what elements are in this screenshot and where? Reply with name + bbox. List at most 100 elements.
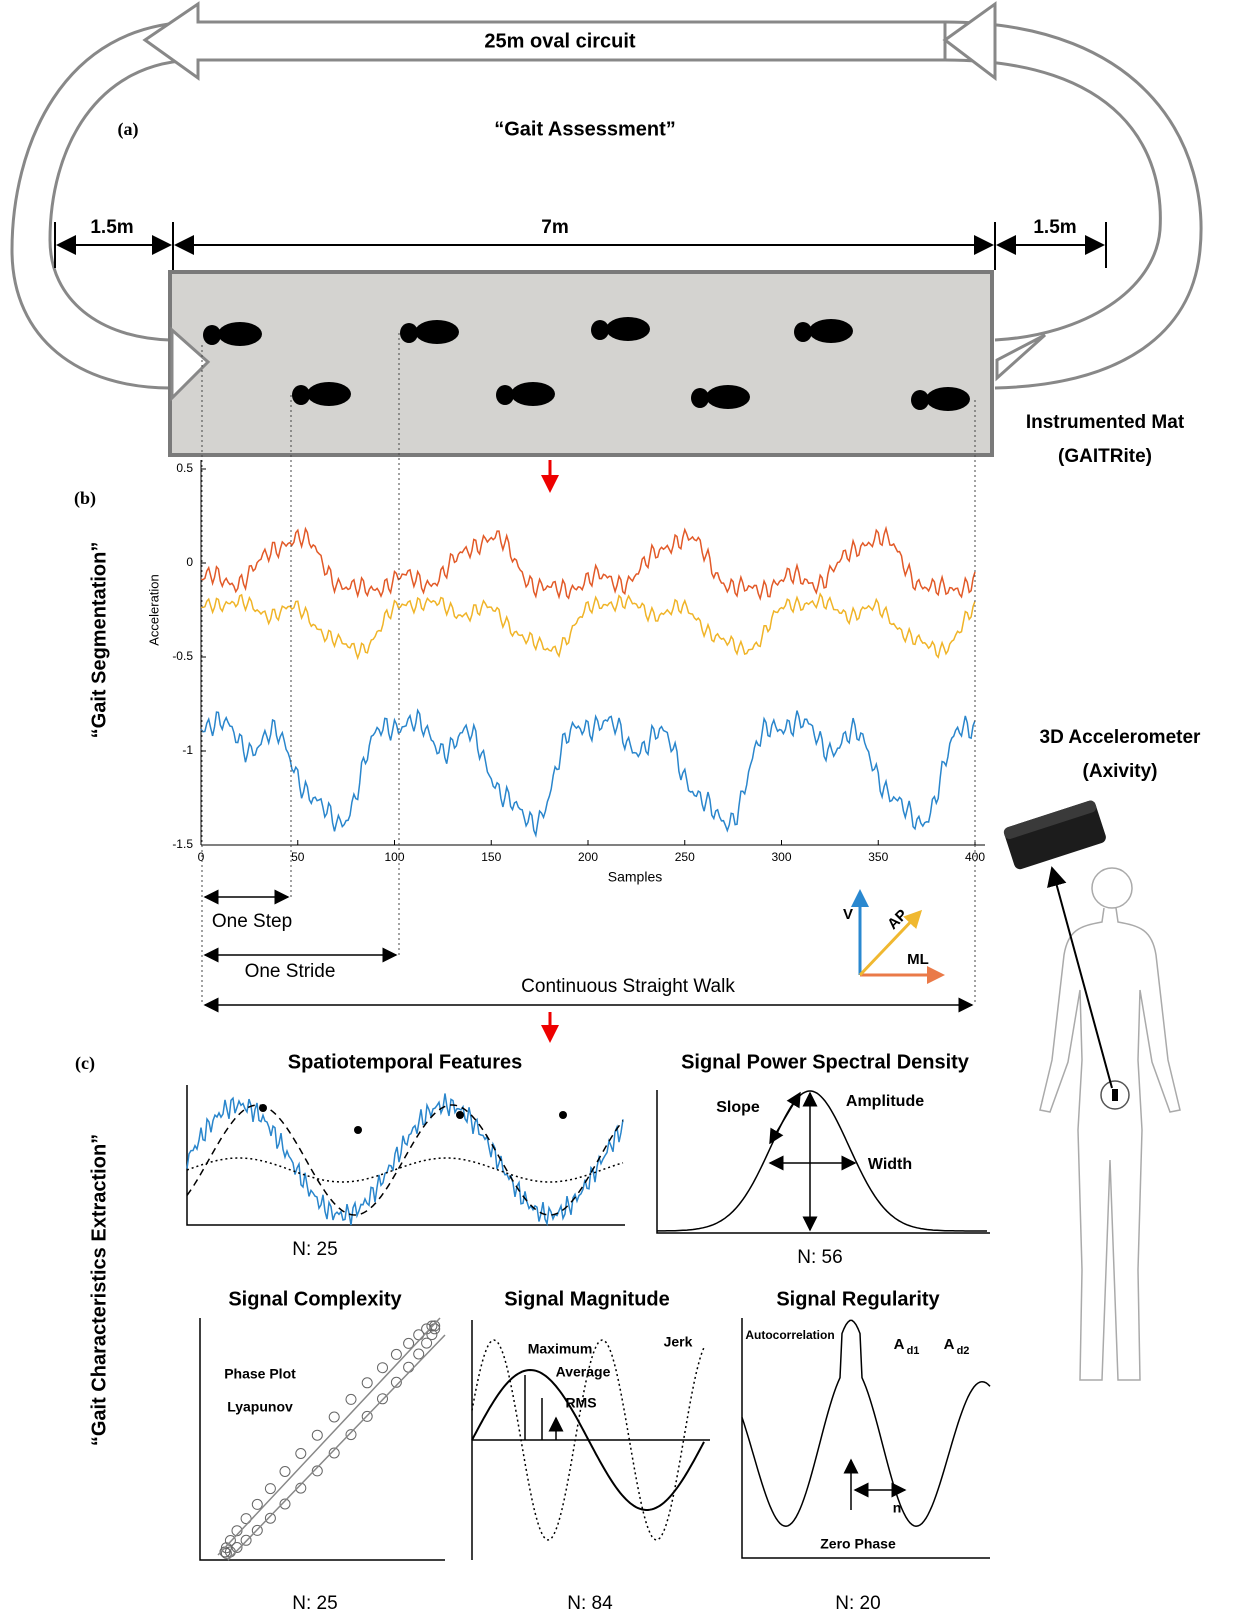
illustration (657, 1091, 987, 1231)
feature-count: N: 25 (292, 1239, 337, 1260)
span-label: One Stride (245, 961, 336, 982)
forefoot (511, 382, 555, 406)
illustration-dot (391, 1349, 401, 1359)
acceleration-plot: 0.50-0.5-1-1.5050100150200250300350400 (172, 460, 985, 864)
feature-note: A (894, 1336, 905, 1353)
panel-tag: (b) (74, 488, 96, 509)
mat (170, 272, 992, 455)
illustration-dot (265, 1484, 275, 1494)
axis-icon-label: AP (884, 906, 911, 933)
illustration-dot (414, 1349, 424, 1359)
forefoot (218, 322, 262, 346)
illustration-dot (346, 1430, 356, 1440)
illustration-dot (329, 1412, 339, 1422)
panel-title: “Gait Characteristics Extraction” (88, 1134, 110, 1446)
feature-panels: Spatiotemporal Features N: 25 Signal Power… (187, 1051, 990, 1614)
illustration (218, 1318, 445, 1560)
forefoot (307, 382, 351, 406)
feature-note: n (893, 1500, 902, 1516)
x-tick-label: 250 (675, 850, 695, 864)
feature-note-sub: d1 (907, 1345, 920, 1357)
illustration (770, 1093, 800, 1143)
y-axis-label: Acceleration (146, 574, 161, 646)
illustration-dot (456, 1111, 464, 1119)
y-tick-label: -1.5 (172, 837, 193, 851)
x-tick-label: 100 (384, 850, 404, 864)
signal-trace (201, 528, 975, 598)
feature-count: N: 56 (797, 1247, 842, 1268)
x-tick-label: 50 (291, 850, 305, 864)
signal-trace (201, 710, 975, 835)
feature-note: Lyapunov (227, 1399, 293, 1415)
span-label: Continuous Straight Walk (521, 976, 735, 997)
human-figure (1040, 868, 1180, 1380)
illustration-dot (346, 1394, 356, 1404)
feature-title: Spatiotemporal Features (288, 1051, 523, 1073)
feature-title: Signal Regularity (776, 1288, 940, 1310)
forefoot (809, 319, 853, 343)
x-tick-label: 300 (771, 850, 791, 864)
illustration-dot (252, 1499, 262, 1509)
illustration (525, 1375, 556, 1440)
feature-note: Jerk (664, 1334, 693, 1350)
illustration-dot (280, 1467, 290, 1477)
x-tick-label: 350 (868, 850, 888, 864)
feature-note: Amplitude (846, 1093, 924, 1110)
feature-note: Width (868, 1156, 912, 1173)
feature-title: Signal Magnitude (504, 1288, 670, 1310)
axis-icon-label: ML (907, 951, 929, 968)
illustration-dot (312, 1430, 322, 1440)
forefoot (926, 387, 970, 411)
feature-note: Phase Plot (224, 1366, 296, 1382)
feature-note: Slope (716, 1099, 760, 1116)
figure: 25m oval circuit (a) “Gait Assessment” 1… (0, 0, 1254, 1618)
forefoot (706, 385, 750, 409)
feature-count: N: 84 (567, 1593, 613, 1614)
illustration (187, 1094, 623, 1226)
x-axis-label: Samples (608, 869, 662, 885)
illustration-dot (265, 1513, 275, 1523)
signal-trace (201, 594, 975, 658)
circuit-arrow (997, 335, 1045, 378)
x-tick-label: 150 (481, 850, 501, 864)
circuit-label: 25m oval circuit (484, 30, 636, 52)
feature-note: RMS (565, 1395, 596, 1411)
sensor-marker (1112, 1089, 1118, 1101)
panel-tag: (a) (118, 119, 139, 140)
illustration-dot (559, 1111, 567, 1119)
y-tick-label: -0.5 (172, 649, 193, 663)
sensor-label: (Axivity) (1083, 761, 1158, 782)
feature-note-sub: d2 (957, 1345, 970, 1357)
feature-count: N: 20 (835, 1593, 880, 1614)
feature-title: Signal Power Spectral Density (681, 1051, 970, 1073)
y-tick-label: 0.5 (176, 461, 193, 475)
x-tick-label: 200 (578, 850, 598, 864)
illustration-dot (259, 1104, 267, 1112)
feature-note: Average (556, 1364, 611, 1380)
illustration-dot (296, 1449, 306, 1459)
axis-icon (860, 892, 942, 975)
feature-note: A (944, 1336, 955, 1353)
illustration (657, 1090, 990, 1233)
feature-count: N: 25 (292, 1593, 337, 1614)
illustration-dot (414, 1330, 424, 1340)
mat-label: Instrumented Mat (1026, 412, 1185, 433)
panel-title: “Gait Assessment” (494, 118, 676, 140)
axis-icon-label: V (843, 906, 853, 923)
feature-note: Maximum (528, 1341, 593, 1357)
dimension-lines (55, 222, 1106, 270)
mat-label: (GAITRite) (1058, 446, 1152, 467)
span-label: One Step (212, 911, 292, 932)
feature-note: Autocorrelation (745, 1328, 834, 1342)
distance: 7m (541, 217, 568, 238)
y-tick-label: -1 (182, 743, 193, 757)
illustration (200, 1318, 445, 1560)
illustration-dot (354, 1126, 362, 1134)
illustration-dot (404, 1362, 414, 1372)
illustration-dot (378, 1363, 388, 1373)
feature-title: Signal Complexity (228, 1288, 402, 1310)
x-tick-label: 0 (198, 850, 205, 864)
sensor-label: 3D Accelerometer (1040, 727, 1201, 748)
illustration (187, 1158, 623, 1182)
forefoot (415, 320, 459, 344)
